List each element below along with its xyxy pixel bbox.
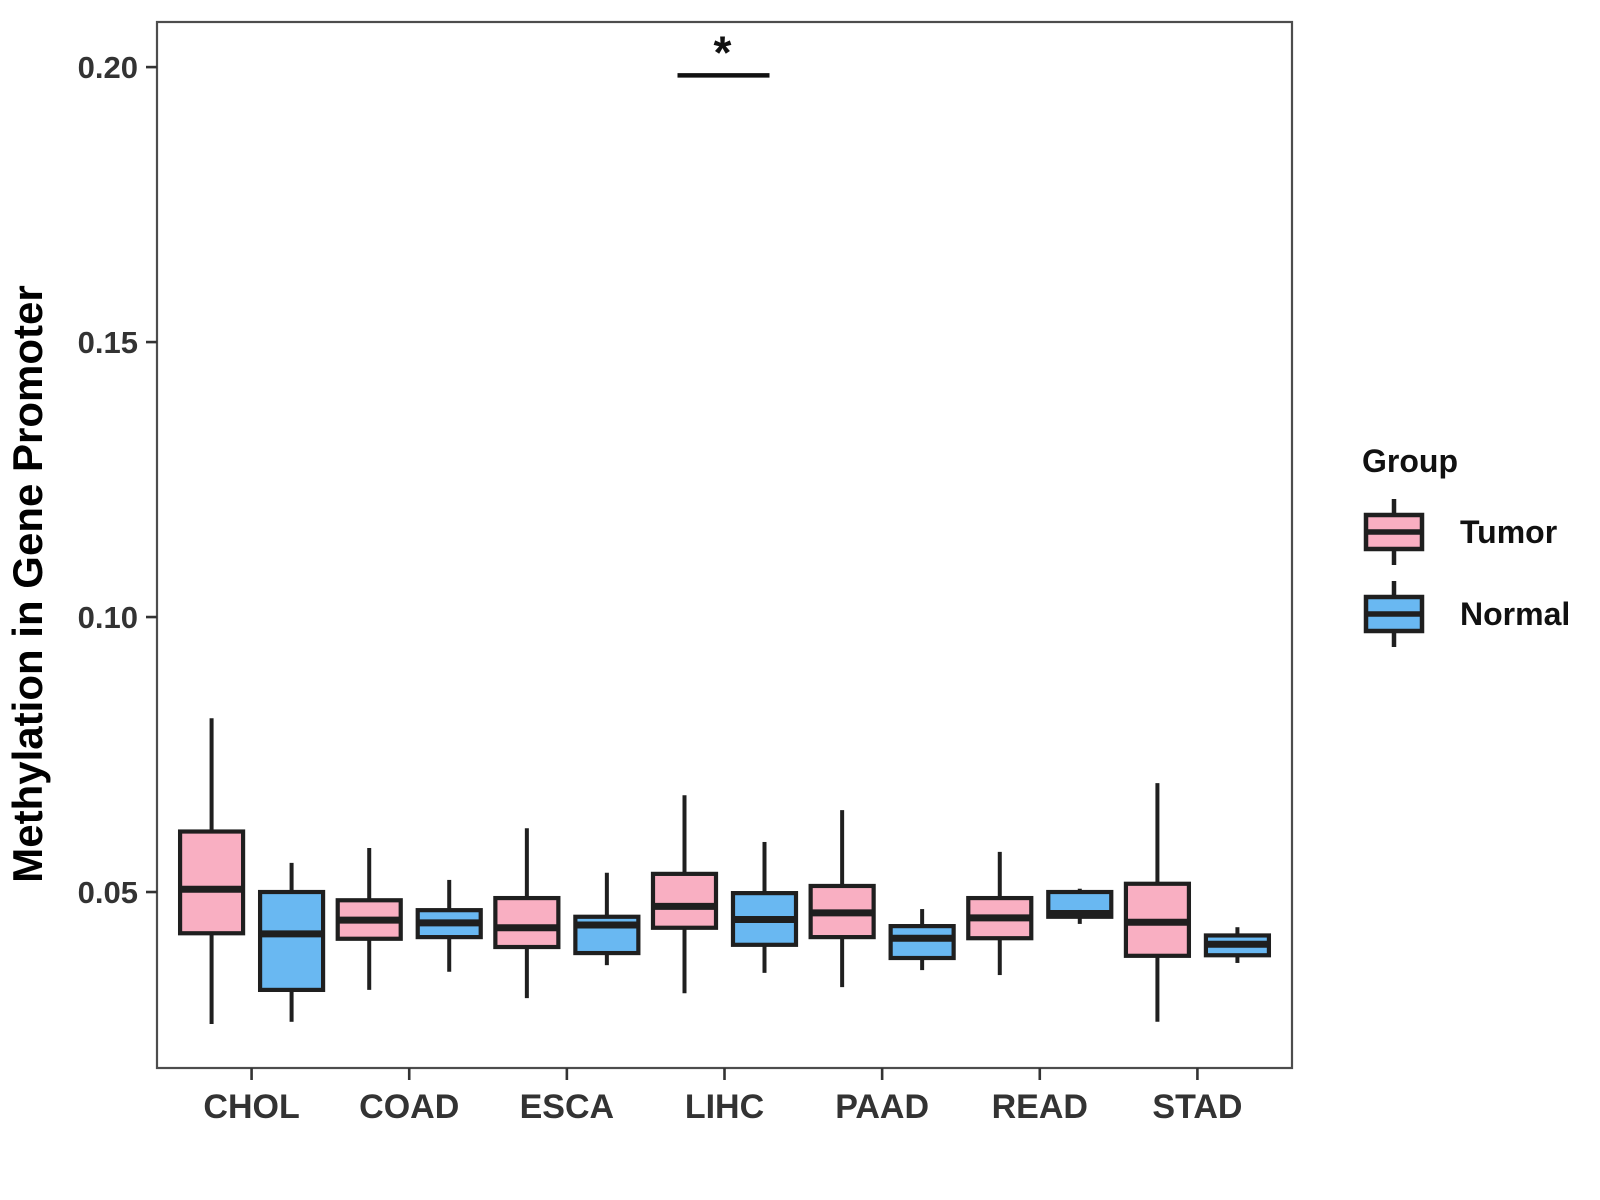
legend-label-normal: Normal <box>1460 595 1571 632</box>
x-tick-label: LIHC <box>685 1088 764 1126</box>
tumor-boxplot-key-icon <box>1363 499 1425 565</box>
x-tick-label: ESCA <box>520 1088 614 1126</box>
legend-label-tumor: Tumor <box>1460 513 1558 550</box>
normal-box-CHOL <box>257 889 326 993</box>
panel-border <box>155 20 1294 1070</box>
significance-star-LIHC: * <box>714 26 732 78</box>
y-tick-label: 0.10 <box>78 600 138 635</box>
legend: Group Tumor Normal <box>1350 443 1580 660</box>
x-tick-label: READ <box>992 1088 1088 1126</box>
y-tick-label: 0.15 <box>78 325 138 360</box>
x-tick-label: STAD <box>1152 1088 1242 1126</box>
normal-boxplot-key-icon <box>1363 581 1425 647</box>
y-tick-label: 0.05 <box>78 875 138 910</box>
tumor-box-LIHC <box>650 871 719 930</box>
legend-item-normal: Normal <box>1350 578 1580 650</box>
tumor-box-CHOL <box>177 829 246 936</box>
tumor-box-ESCA <box>493 895 561 950</box>
x-tick-label: COAD <box>359 1088 459 1126</box>
y-axis-title: Methylation in Gene Promoter <box>4 285 51 882</box>
x-tick-label: CHOL <box>203 1088 299 1126</box>
normal-box-PAAD <box>888 924 956 961</box>
x-tick-label: PAAD <box>835 1088 929 1126</box>
legend-title: Group <box>1362 443 1458 479</box>
y-tick-label: 0.20 <box>78 50 138 85</box>
legend-item-tumor: Tumor <box>1350 496 1580 568</box>
